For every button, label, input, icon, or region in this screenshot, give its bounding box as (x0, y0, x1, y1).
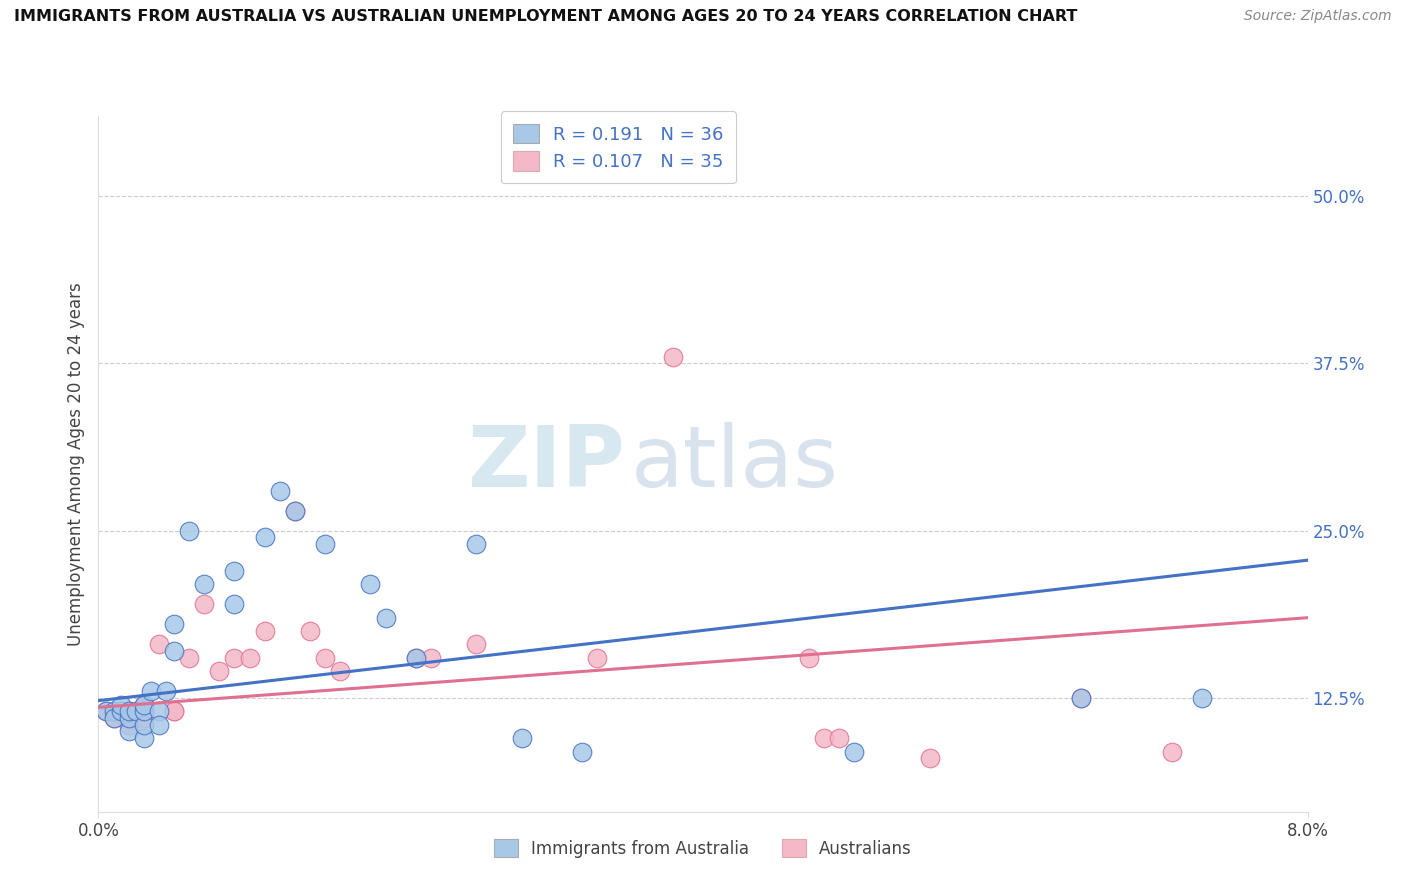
Point (155, 684, 177, 698)
Point (405, 651, 427, 665)
Point (163, 705, 186, 719)
Point (239, 651, 262, 665)
Point (359, 577, 381, 591)
Point (314, 537, 336, 551)
Point (110, 705, 132, 719)
Point (103, 705, 125, 719)
Point (148, 637, 170, 651)
Point (586, 651, 609, 665)
Point (1191, 690, 1213, 705)
Point (118, 711, 141, 725)
Point (224, 598, 246, 612)
Point (329, 664, 352, 679)
Point (118, 711, 141, 725)
Point (269, 483, 291, 498)
Point (132, 731, 155, 746)
Point (179, 524, 201, 538)
Point (110, 698, 132, 712)
Point (253, 624, 276, 639)
Point (405, 651, 427, 665)
Point (193, 598, 215, 612)
Point (253, 530, 276, 544)
Text: atlas: atlas (630, 422, 838, 506)
Point (1070, 690, 1092, 705)
Text: IMMIGRANTS FROM AUSTRALIA VS AUSTRALIAN UNEMPLOYMENT AMONG AGES 20 TO 24 YEARS C: IMMIGRANTS FROM AUSTRALIA VS AUSTRALIAN … (14, 9, 1077, 24)
Point (118, 724, 141, 739)
Point (110, 705, 132, 719)
Point (118, 705, 141, 719)
Point (103, 711, 125, 725)
Point (510, 731, 533, 746)
Point (132, 717, 155, 731)
Point (132, 698, 155, 712)
Point (103, 705, 125, 719)
Point (661, 350, 683, 364)
Point (208, 664, 231, 679)
Y-axis label: Unemployment Among Ages 20 to 24 years: Unemployment Among Ages 20 to 24 years (66, 282, 84, 646)
Point (94, 705, 117, 719)
Point (224, 564, 246, 578)
Point (284, 503, 307, 517)
Point (132, 711, 155, 725)
Point (118, 717, 141, 731)
Point (284, 503, 307, 517)
Point (918, 751, 941, 765)
Point (118, 705, 141, 719)
Point (125, 705, 148, 719)
Point (314, 651, 336, 665)
Point (571, 744, 593, 758)
Point (419, 651, 441, 665)
Point (132, 705, 155, 719)
Point (163, 705, 186, 719)
Point (132, 698, 155, 712)
Point (193, 577, 215, 591)
Point (828, 731, 851, 746)
Point (813, 731, 835, 746)
Point (179, 651, 201, 665)
Point (465, 537, 488, 551)
Point (374, 611, 396, 625)
Point (94, 705, 117, 719)
Point (148, 717, 170, 731)
Point (299, 624, 322, 639)
Point (163, 617, 186, 632)
Point (1070, 690, 1092, 705)
Point (797, 651, 820, 665)
Legend: Immigrants from Australia, Australians: Immigrants from Australia, Australians (486, 830, 920, 866)
Text: Source: ZipAtlas.com: Source: ZipAtlas.com (1244, 9, 1392, 23)
Point (132, 705, 155, 719)
Point (844, 744, 866, 758)
Point (163, 644, 186, 658)
Point (103, 711, 125, 725)
Point (224, 651, 246, 665)
Point (465, 637, 488, 651)
Text: ZIP: ZIP (467, 422, 624, 506)
Point (1160, 744, 1182, 758)
Point (141, 684, 163, 698)
Point (148, 705, 170, 719)
Point (132, 698, 155, 712)
